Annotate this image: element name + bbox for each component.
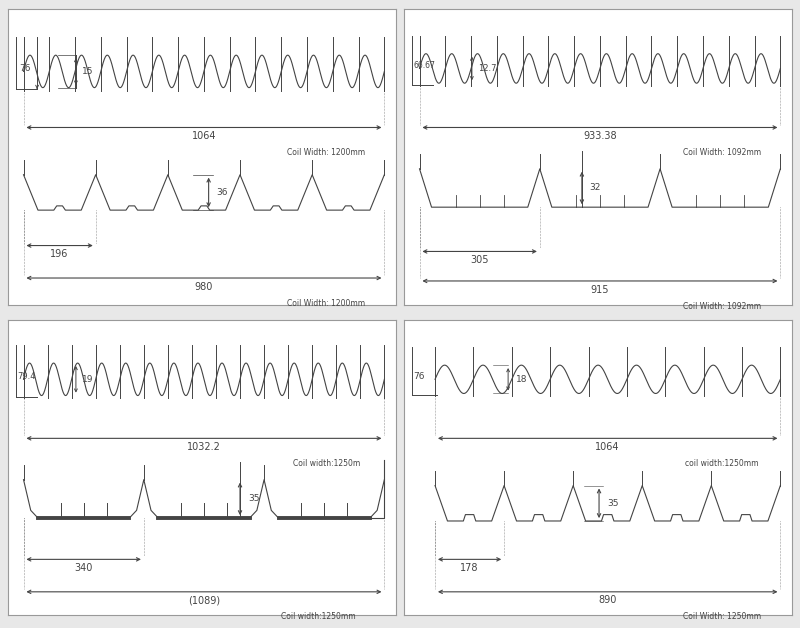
Text: 1064: 1064	[595, 442, 620, 452]
Text: coil width:1250mm: coil width:1250mm	[686, 459, 759, 468]
Text: 305: 305	[470, 255, 489, 265]
Text: 915: 915	[590, 284, 609, 295]
Text: Coil Width: 1200mm: Coil Width: 1200mm	[287, 148, 366, 157]
Text: 196: 196	[50, 249, 69, 259]
Text: 76: 76	[19, 64, 30, 73]
Text: 32: 32	[590, 183, 601, 193]
Text: 980: 980	[194, 281, 213, 291]
Text: 15: 15	[82, 67, 94, 76]
Text: Coil width:1250mm: Coil width:1250mm	[281, 612, 356, 622]
Text: (1089): (1089)	[188, 595, 220, 605]
Text: 890: 890	[598, 595, 617, 605]
Text: 66.67: 66.67	[414, 61, 435, 70]
Text: 178: 178	[460, 563, 479, 573]
Text: Coil Width: 1092mm: Coil Width: 1092mm	[683, 148, 762, 157]
Text: Coil Width: 1250mm: Coil Width: 1250mm	[683, 612, 762, 622]
Text: 12.7: 12.7	[478, 64, 496, 73]
Text: 36: 36	[216, 188, 228, 197]
Text: 18: 18	[516, 375, 527, 384]
Text: 79.4: 79.4	[18, 372, 36, 381]
Text: 340: 340	[74, 563, 93, 573]
Text: Coil Width: 1092mm: Coil Width: 1092mm	[683, 301, 762, 311]
Text: 1064: 1064	[192, 131, 216, 141]
Text: Coil width:1250m: Coil width:1250m	[293, 459, 360, 468]
Text: 1032.2: 1032.2	[187, 442, 221, 452]
Text: Coil Width: 1200mm: Coil Width: 1200mm	[287, 299, 366, 308]
Text: 76: 76	[414, 372, 426, 381]
Text: 35: 35	[248, 494, 259, 504]
Text: 35: 35	[607, 499, 618, 508]
Text: 933.38: 933.38	[583, 131, 617, 141]
Text: 19: 19	[82, 375, 94, 384]
